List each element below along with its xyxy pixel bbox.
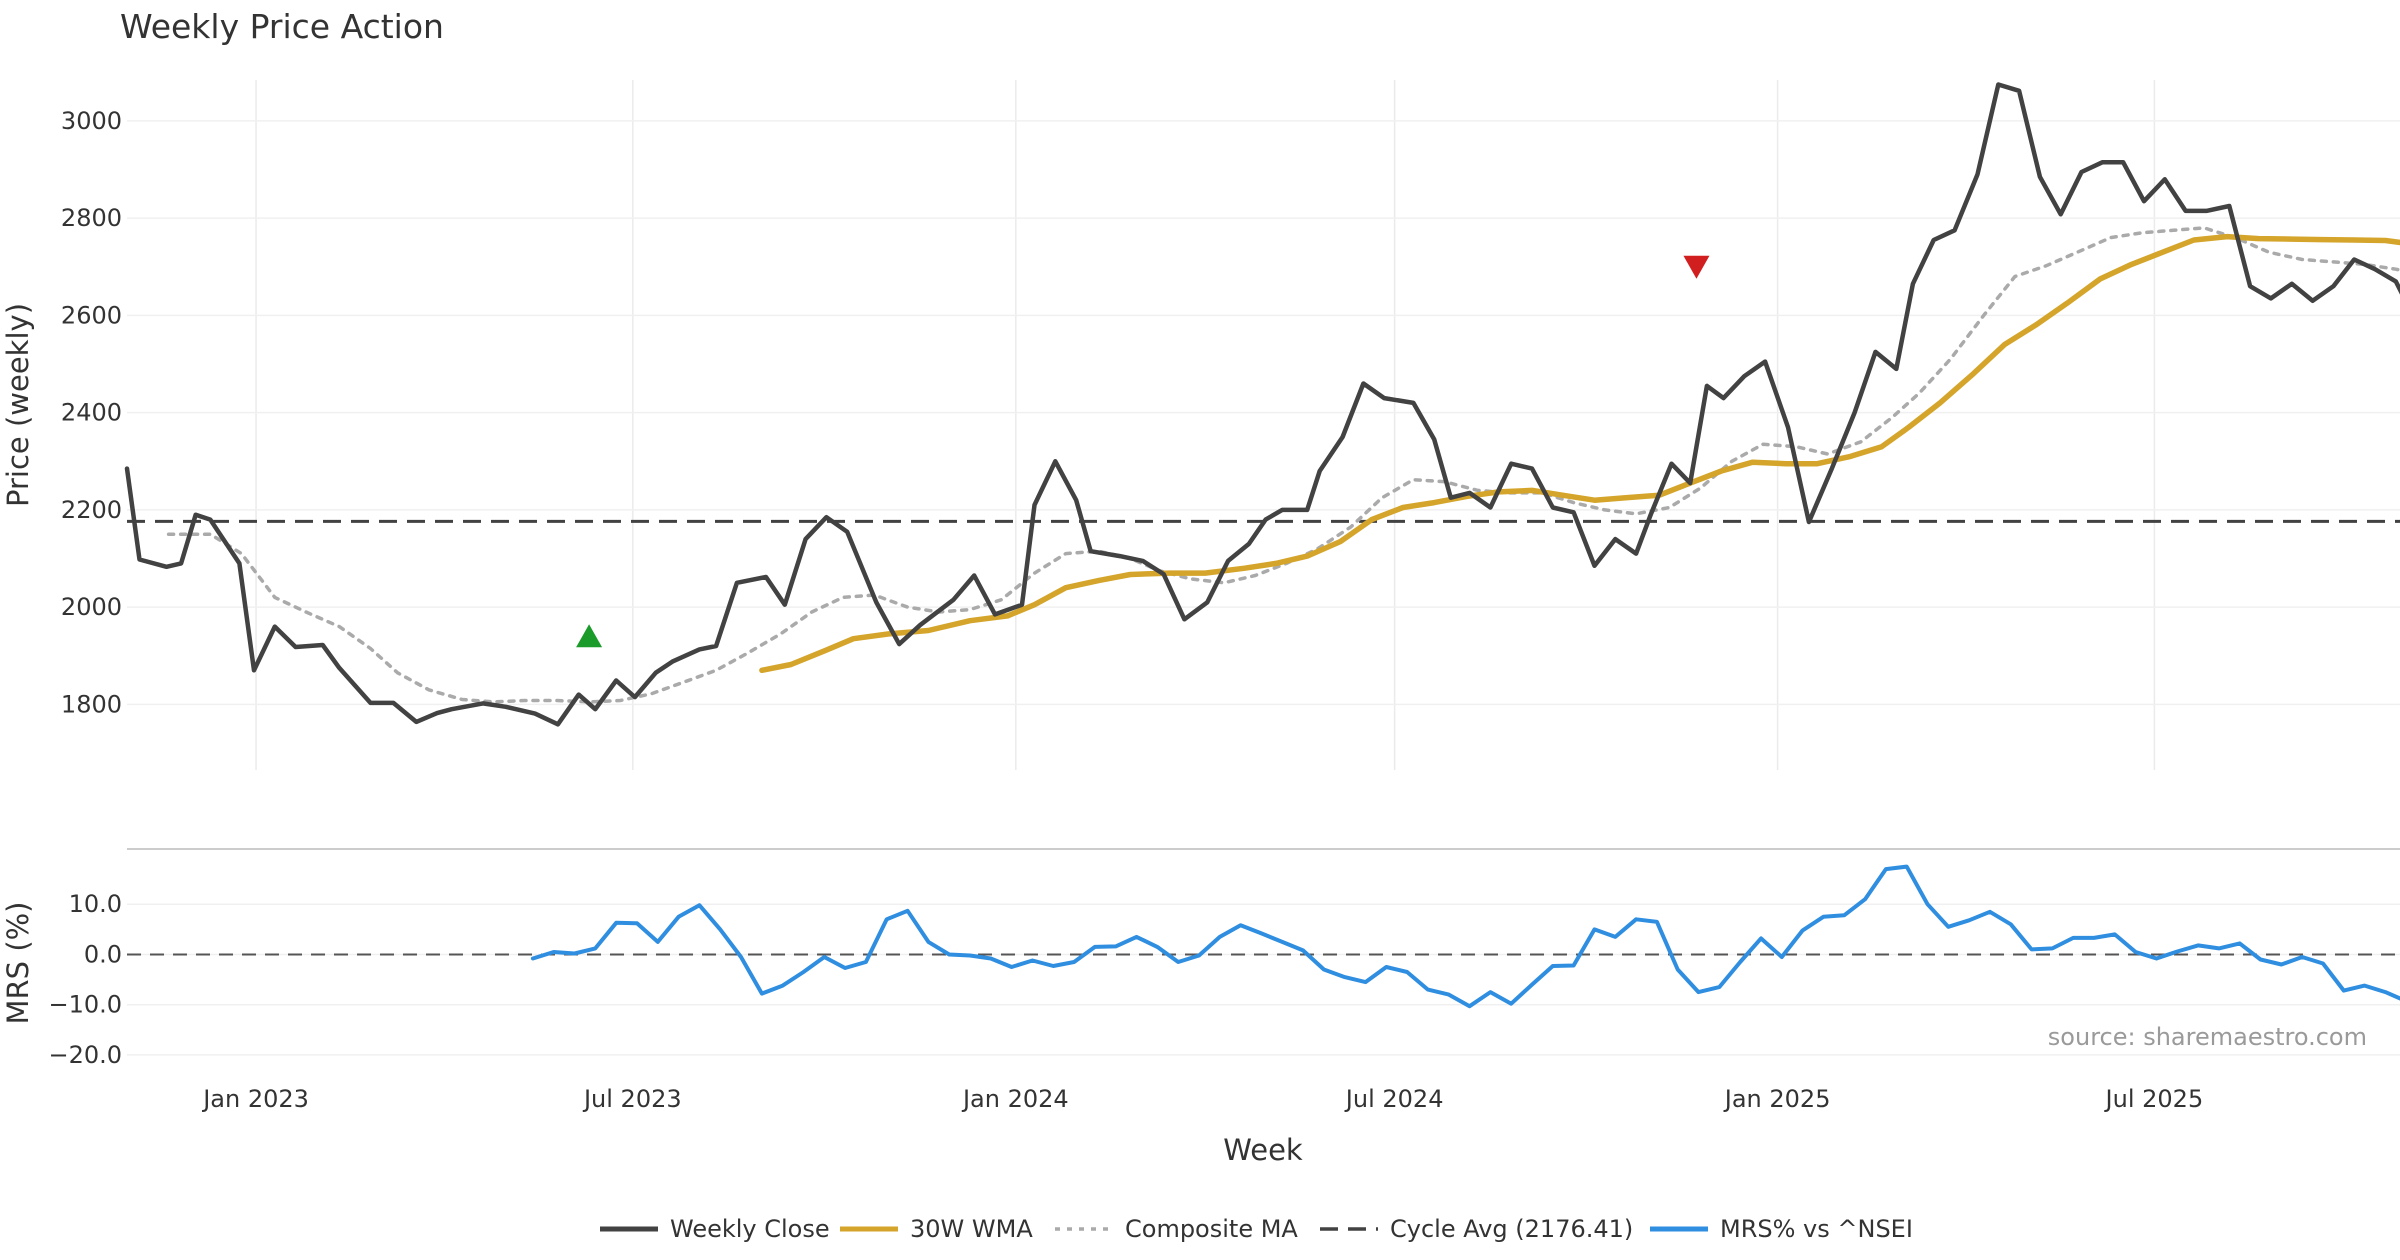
price-tick-2600: 2600 — [61, 301, 122, 329]
price-tick-3000: 3000 — [61, 107, 122, 135]
legend-label-cycle-avg-2176-41: Cycle Avg (2176.41) — [1390, 1215, 1633, 1243]
legend-item-composite-ma: Composite MA — [1055, 1215, 1298, 1243]
legend-label-30w-wma: 30W WMA — [910, 1215, 1033, 1243]
source-note: source: sharemaestro.com — [2048, 1023, 2367, 1051]
price-tick-2200: 2200 — [61, 496, 122, 524]
price-tick-2400: 2400 — [61, 399, 122, 427]
axis-tick-labels: Jan 2023 Jul 2023 Jan 2024 Jul 2024 Jan 2025… — [48, 107, 2203, 1113]
legend-label-weekly-close: Weekly Close — [670, 1215, 830, 1243]
x-tick-jan-2024: Jan 2024 — [961, 1085, 1069, 1113]
mrs-tick-2: −10.0 — [48, 991, 122, 1019]
series-mrs-vs-nsei — [530, 864, 2400, 1009]
legend-item-cycle-avg-2176-41: Cycle Avg (2176.41) — [1320, 1215, 1633, 1243]
x-tick-jan-2025: Jan 2025 — [1723, 1085, 1831, 1113]
legend-item-weekly-close: Weekly Close — [600, 1215, 830, 1243]
legend-item-mrs-vs-nsei: MRS% vs ^NSEI — [1650, 1215, 1913, 1243]
x-axis-label: Week — [1223, 1133, 1303, 1167]
mrs-axis-label: MRS (%) — [1, 902, 35, 1025]
legend: Weekly Close 30W WMA Composite MA Cycle Avg… — [600, 1215, 1913, 1243]
mrs-tick-0: 10.0 — [69, 890, 122, 918]
chart-title: Weekly Price Action — [120, 7, 444, 46]
series-weekly-close — [124, 82, 2400, 727]
sell-signal-marker — [1683, 255, 1710, 279]
x-tick-jul-2024: Jul 2024 — [1344, 1085, 1444, 1113]
x-tick-jul-2023: Jul 2023 — [582, 1085, 682, 1113]
price-tick-2000: 2000 — [61, 593, 122, 621]
series-composite-ma — [166, 226, 2400, 704]
legend-item-30w-wma: 30W WMA — [840, 1215, 1033, 1243]
mrs-tick-3: −20.0 — [48, 1041, 122, 1069]
mrs-tick-1: 0.0 — [84, 940, 122, 968]
buy-signal-marker — [576, 624, 603, 648]
price-tick-1800: 1800 — [61, 690, 122, 718]
legend-label-composite-ma: Composite MA — [1125, 1215, 1298, 1243]
price-panel-series — [124, 82, 2400, 727]
price-axis-label: Price (weekly) — [1, 303, 35, 507]
x-tick-jul-2025: Jul 2025 — [2104, 1085, 2204, 1113]
x-tick-jan-2023: Jan 2023 — [201, 1085, 309, 1113]
price-tick-2800: 2800 — [61, 204, 122, 232]
mrs-panel-series — [127, 864, 2400, 1009]
price-panel-grid — [127, 80, 2400, 770]
legend-label-mrs-vs-nsei: MRS% vs ^NSEI — [1720, 1215, 1913, 1243]
